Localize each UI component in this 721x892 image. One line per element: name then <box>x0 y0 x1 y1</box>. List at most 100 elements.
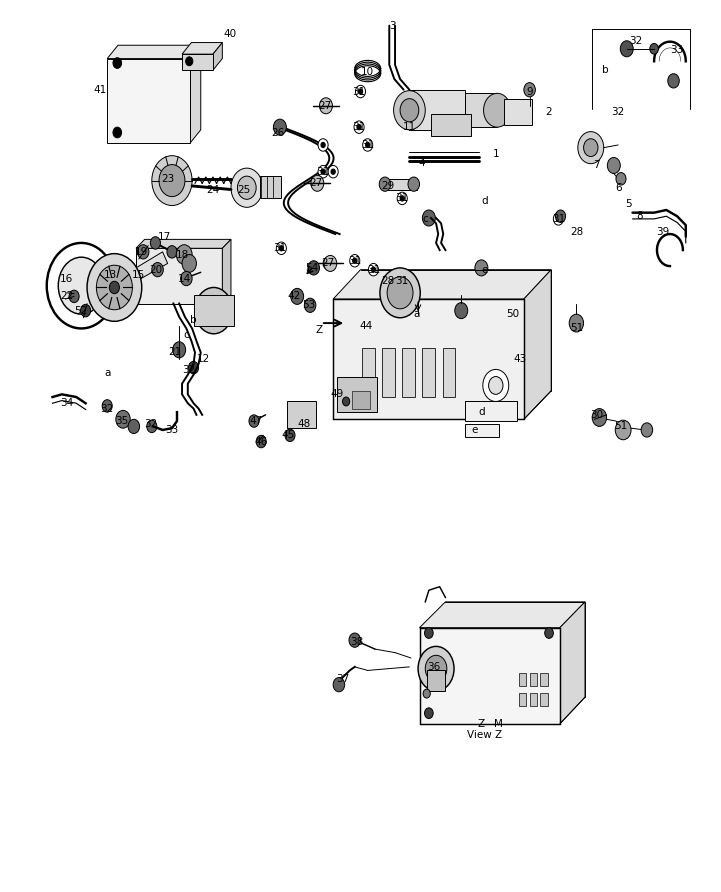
Text: 28: 28 <box>570 227 583 237</box>
Text: e: e <box>481 265 487 275</box>
Circle shape <box>650 44 658 54</box>
Circle shape <box>182 254 196 272</box>
Circle shape <box>379 177 391 191</box>
Circle shape <box>408 177 420 191</box>
Circle shape <box>387 277 413 309</box>
Circle shape <box>273 120 286 136</box>
Circle shape <box>185 57 193 66</box>
Text: a: a <box>413 310 420 319</box>
Polygon shape <box>333 269 551 299</box>
Circle shape <box>371 267 376 272</box>
Bar <box>519 693 526 706</box>
Text: 31: 31 <box>552 214 565 224</box>
Text: 49: 49 <box>331 389 344 400</box>
Text: 35: 35 <box>115 416 128 426</box>
Circle shape <box>279 245 283 251</box>
Text: 27: 27 <box>309 178 322 188</box>
Polygon shape <box>107 45 200 59</box>
Text: 46: 46 <box>255 436 267 447</box>
Bar <box>287 401 316 428</box>
Text: 41: 41 <box>94 85 107 95</box>
Text: М: М <box>494 719 503 729</box>
Text: 8: 8 <box>637 211 643 221</box>
Text: 4: 4 <box>418 158 425 168</box>
Text: 32: 32 <box>143 418 157 429</box>
Text: 22: 22 <box>61 292 74 301</box>
Bar <box>337 376 377 412</box>
Circle shape <box>475 260 488 276</box>
Circle shape <box>400 278 404 284</box>
Circle shape <box>418 647 454 691</box>
Circle shape <box>524 83 536 97</box>
Text: 7: 7 <box>593 161 600 170</box>
Bar <box>352 391 370 409</box>
Bar <box>420 628 559 724</box>
Polygon shape <box>222 239 231 303</box>
Bar <box>443 348 456 397</box>
Circle shape <box>616 172 626 185</box>
Bar <box>333 299 524 419</box>
Text: 15: 15 <box>132 270 146 280</box>
Circle shape <box>321 169 325 174</box>
Circle shape <box>353 258 357 263</box>
Text: 20: 20 <box>149 265 162 275</box>
Text: 29: 29 <box>381 181 394 191</box>
Text: 12: 12 <box>197 354 211 364</box>
Circle shape <box>167 245 177 258</box>
Bar <box>382 348 395 397</box>
Circle shape <box>256 435 266 448</box>
Text: 2: 2 <box>546 107 552 117</box>
Circle shape <box>484 94 511 128</box>
Text: 40: 40 <box>223 29 236 38</box>
Circle shape <box>113 128 122 138</box>
Text: 31: 31 <box>353 122 366 132</box>
Text: 48: 48 <box>298 418 311 429</box>
Text: c: c <box>423 214 428 224</box>
Text: c: c <box>183 330 189 340</box>
Circle shape <box>152 262 164 277</box>
Circle shape <box>323 257 333 269</box>
Text: 51: 51 <box>614 421 627 432</box>
Polygon shape <box>420 602 585 628</box>
Text: 45: 45 <box>282 430 295 441</box>
Circle shape <box>69 290 79 302</box>
Bar <box>427 670 446 691</box>
Circle shape <box>400 195 404 201</box>
Circle shape <box>592 409 606 426</box>
Circle shape <box>423 690 430 698</box>
Circle shape <box>318 165 328 178</box>
Circle shape <box>176 244 192 264</box>
Bar <box>423 348 435 397</box>
Text: 36: 36 <box>428 662 441 672</box>
Circle shape <box>319 98 332 114</box>
Circle shape <box>555 210 565 222</box>
Circle shape <box>380 268 420 318</box>
Bar <box>541 693 547 706</box>
Circle shape <box>583 139 598 157</box>
Circle shape <box>400 99 419 122</box>
Bar <box>465 401 517 421</box>
Text: 50: 50 <box>506 310 520 319</box>
Circle shape <box>349 633 360 648</box>
Circle shape <box>58 257 105 314</box>
Circle shape <box>202 296 225 325</box>
Circle shape <box>425 708 433 719</box>
Text: View Z: View Z <box>466 731 502 740</box>
Circle shape <box>285 429 295 442</box>
Circle shape <box>386 278 390 284</box>
Text: 1: 1 <box>492 149 499 159</box>
Bar <box>530 693 537 706</box>
Circle shape <box>152 156 192 205</box>
Bar <box>182 54 213 70</box>
Circle shape <box>641 423 653 437</box>
Text: 11: 11 <box>403 122 416 132</box>
Text: 52: 52 <box>75 306 88 316</box>
Text: 32: 32 <box>611 107 624 117</box>
Text: 32: 32 <box>182 366 196 376</box>
Bar <box>519 673 526 687</box>
Circle shape <box>489 376 503 394</box>
Circle shape <box>350 254 360 267</box>
Text: 33: 33 <box>165 425 179 435</box>
Text: 17: 17 <box>158 232 172 242</box>
Circle shape <box>138 244 149 259</box>
